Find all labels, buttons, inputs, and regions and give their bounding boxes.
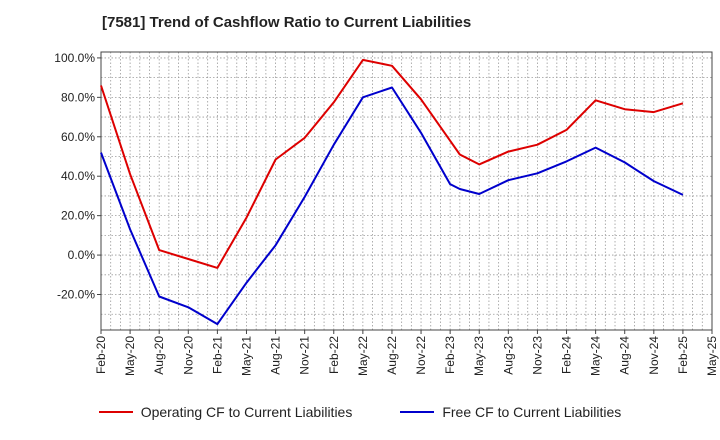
x-tick-label: Nov-20	[181, 336, 195, 375]
x-tick-label: May-20	[123, 336, 137, 376]
x-tick-label: Aug-22	[385, 336, 399, 375]
series-line-free-cf	[100, 86, 684, 326]
x-tick-label: Nov-22	[414, 336, 428, 375]
x-tick-label: Nov-23	[530, 336, 544, 375]
series-layer	[100, 58, 684, 326]
x-tick-label: Feb-20	[94, 336, 108, 374]
x-tick-label: Feb-23	[443, 336, 457, 374]
x-tick-label: Feb-24	[560, 336, 574, 374]
y-tick-label: 20.0%	[61, 209, 95, 223]
x-tick-label: Feb-25	[676, 336, 690, 374]
x-axis-ticks: Feb-20 May-20 Aug-20 Nov-20 Feb-21 May-21 Aug-…	[94, 330, 719, 376]
y-tick-label: 40.0%	[61, 169, 95, 183]
x-tick-label: May-23	[472, 336, 486, 376]
legend-swatch-operating-cf	[98, 411, 133, 413]
x-tick-label: Aug-21	[269, 336, 283, 375]
y-tick-label: -20.0%	[57, 288, 95, 302]
legend: Operating CF to Current Liabilities Free…	[0, 404, 720, 420]
legend-swatch-free-cf	[400, 411, 435, 413]
x-tick-label: Aug-24	[618, 336, 632, 375]
x-tick-label: Feb-21	[210, 336, 224, 374]
legend-item-free-cf: Free CF to Current Liabilities	[400, 404, 621, 420]
chart-title: [7581] Trend of Cashflow Ratio to Curren…	[102, 14, 472, 31]
legend-item-operating-cf: Operating CF to Current Liabilities	[98, 404, 353, 420]
plot-frame	[100, 51, 713, 331]
legend-label-operating-cf: Operating CF to Current Liabilities	[140, 404, 353, 420]
x-tick-label: May-21	[239, 336, 253, 376]
x-tick-label: Nov-24	[647, 336, 661, 375]
x-tick-label: Feb-22	[327, 336, 341, 374]
x-tick-label: May-24	[589, 336, 603, 376]
y-tick-label: 60.0%	[61, 130, 95, 144]
y-tick-label: 0.0%	[68, 248, 96, 262]
x-tick-label: May-22	[356, 336, 370, 376]
x-tick-label: May-25	[705, 336, 719, 376]
x-tick-label: Aug-23	[501, 336, 515, 375]
y-tick-label: 100.0%	[54, 51, 95, 65]
y-tick-label: 80.0%	[61, 90, 95, 104]
y-axis-ticks: 100.0% 80.0% 60.0% 40.0% 20.0% 0.0% -20.0%	[54, 51, 101, 302]
grid	[100, 52, 713, 330]
x-tick-label: Aug-20	[152, 336, 166, 375]
series-line-operating-cf	[100, 58, 684, 269]
x-tick-label: Nov-21	[298, 336, 312, 375]
legend-label-free-cf: Free CF to Current Liabilities	[442, 404, 622, 420]
